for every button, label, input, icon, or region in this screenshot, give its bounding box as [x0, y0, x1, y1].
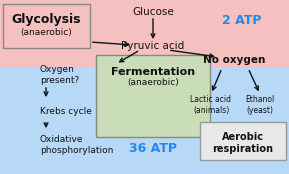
Text: No oxygen: No oxygen	[203, 55, 265, 65]
Bar	[0, 0, 289, 68]
Text: Aerobic
respiration: Aerobic respiration	[212, 132, 273, 154]
Bar	[0, 68, 289, 174]
Bar	[200, 122, 286, 160]
Bar	[96, 55, 210, 137]
Text: Oxygen
present?: Oxygen present?	[40, 65, 79, 85]
Text: Glycolysis: Glycolysis	[11, 14, 81, 26]
Text: Oxidative
phosphorylation: Oxidative phosphorylation	[40, 135, 113, 155]
Text: 36 ATP: 36 ATP	[129, 141, 177, 155]
Text: Ethanol
(yeast): Ethanol (yeast)	[245, 95, 275, 115]
Text: Lactic acid
(animals): Lactic acid (animals)	[190, 95, 231, 115]
Text: 2 ATP: 2 ATP	[222, 14, 262, 26]
Text: Pyruvic acid: Pyruvic acid	[121, 41, 185, 51]
Text: Fermentation: Fermentation	[111, 67, 195, 77]
Text: Glucose: Glucose	[132, 7, 174, 17]
Text: (anaerobic): (anaerobic)	[127, 78, 179, 88]
Bar	[3, 4, 90, 48]
Text: Krebs cycle: Krebs cycle	[40, 108, 92, 117]
Text: (anaerobic): (anaerobic)	[20, 29, 72, 38]
